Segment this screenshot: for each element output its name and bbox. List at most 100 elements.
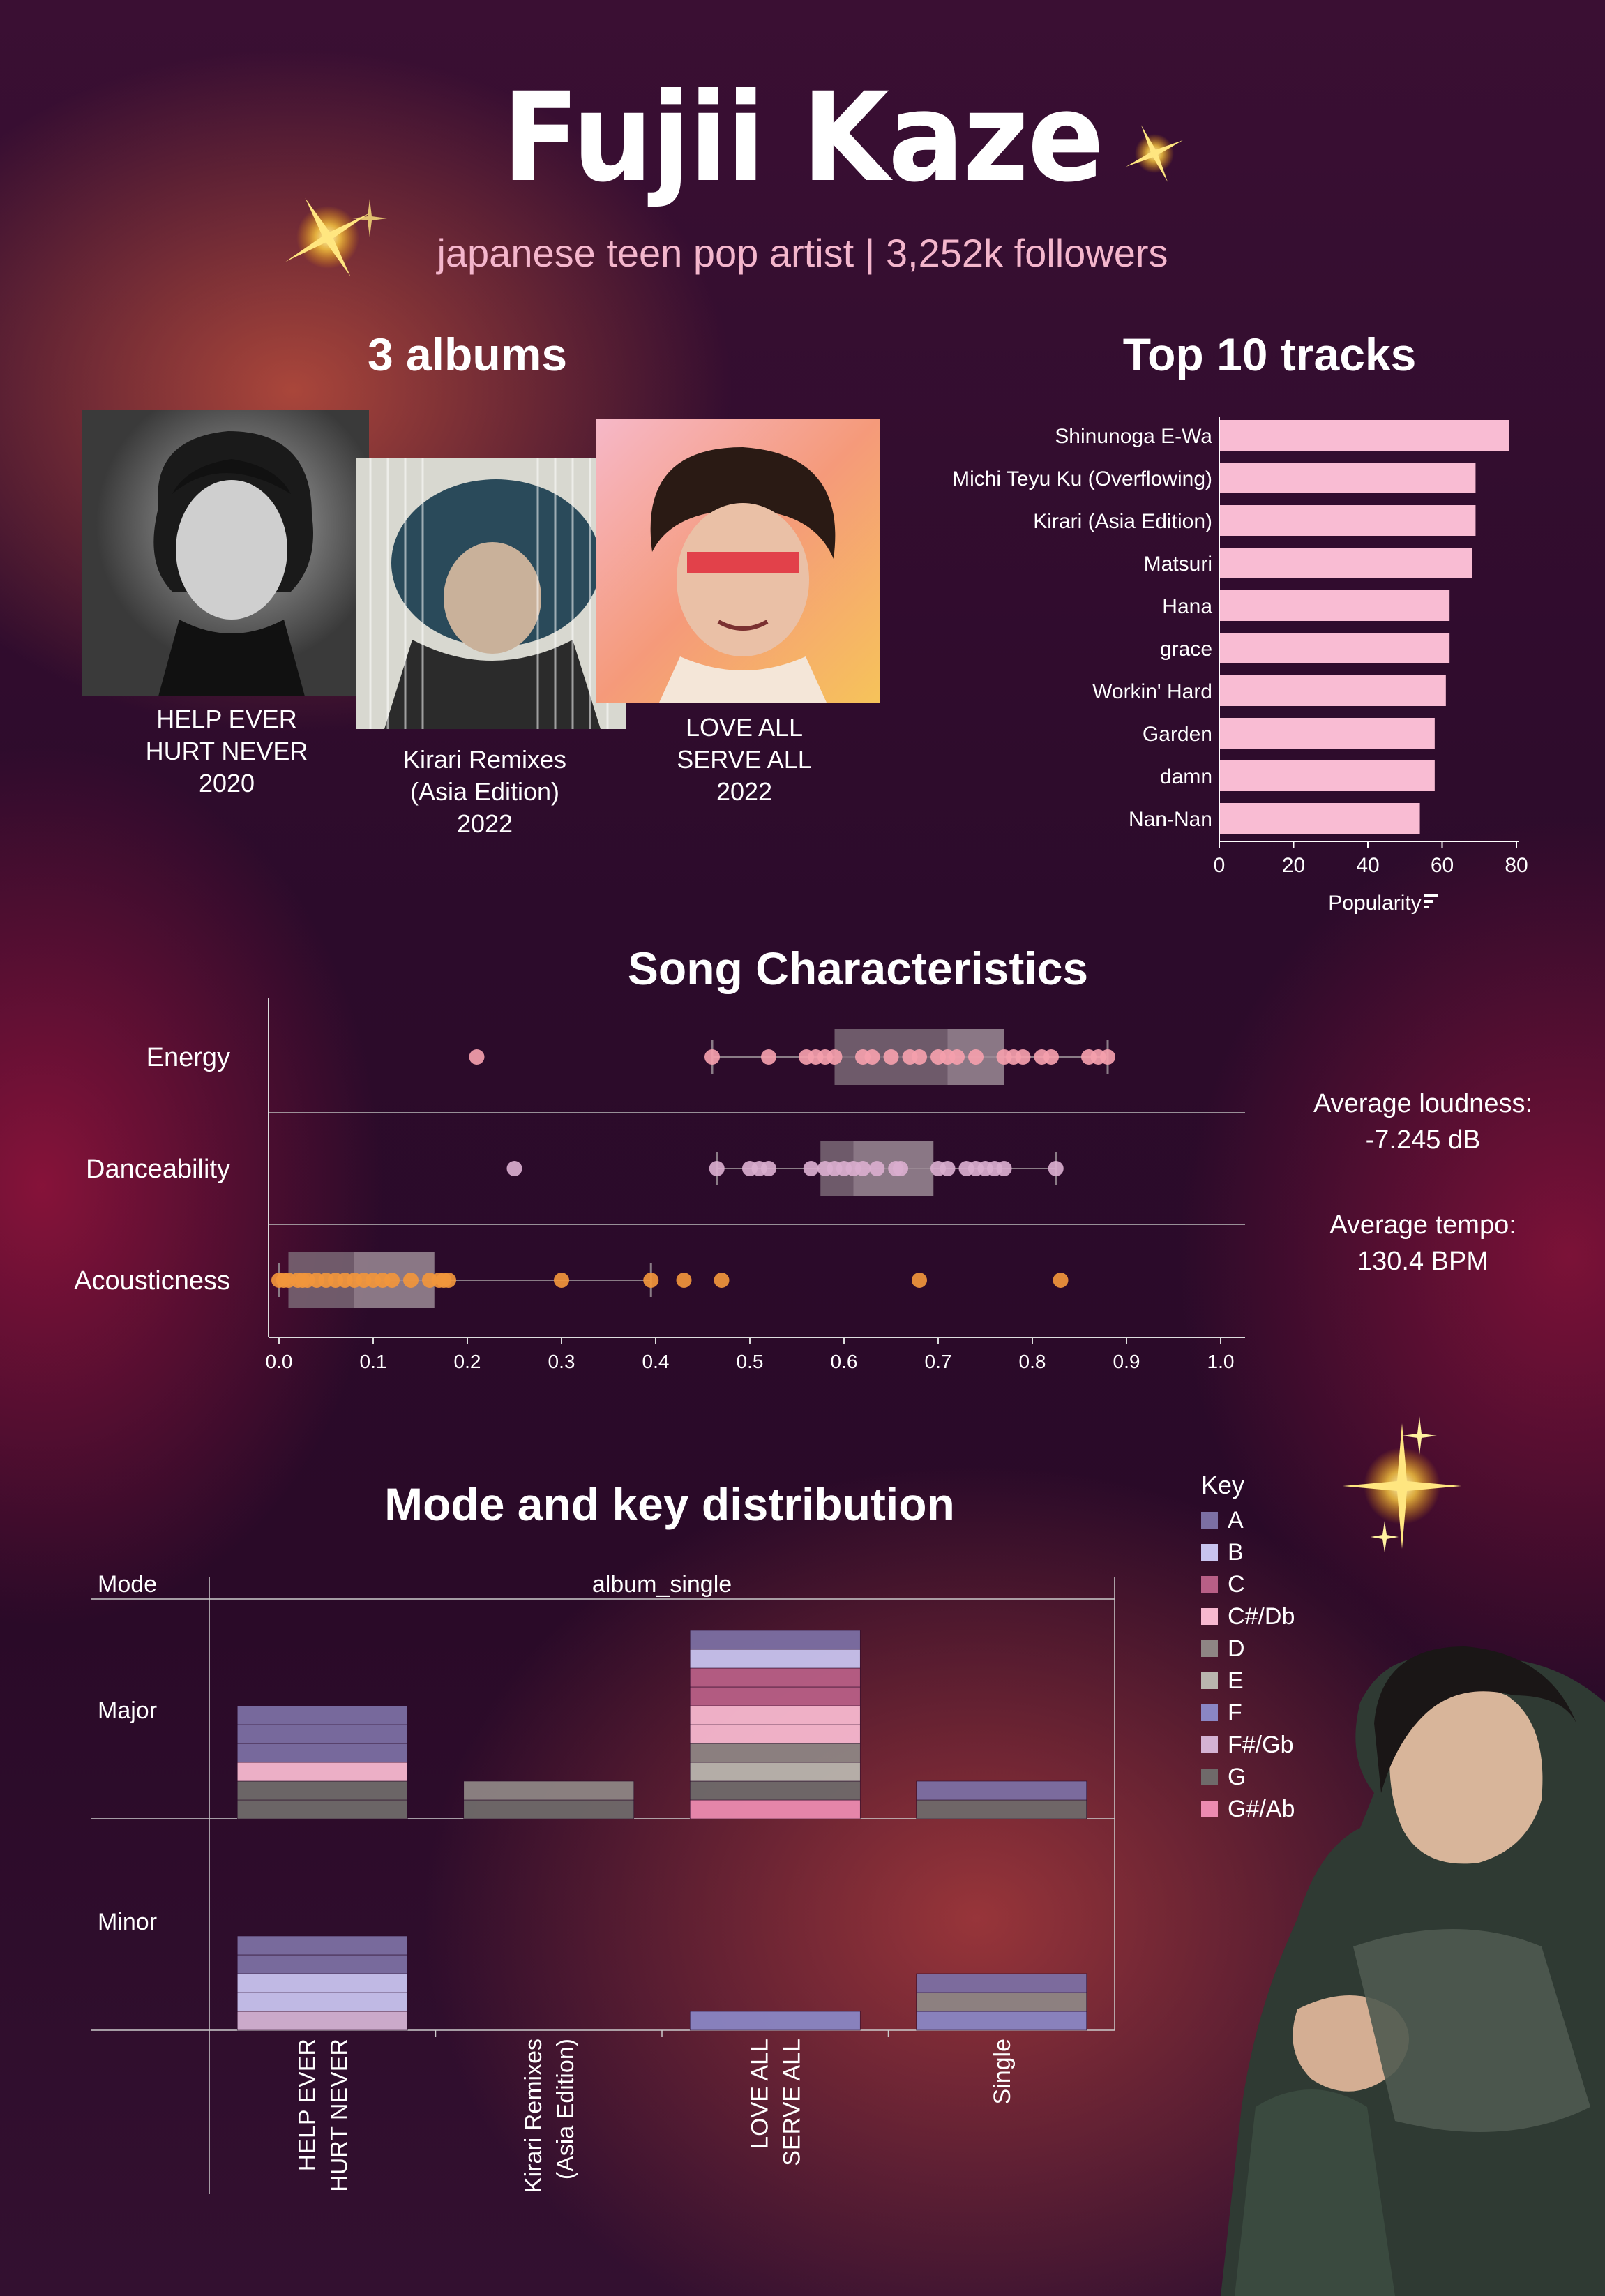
- data-point: [676, 1273, 692, 1288]
- sparkle-icon: [1126, 125, 1183, 182]
- legend-swatch: [1201, 1544, 1218, 1561]
- data-point: [1053, 1273, 1069, 1288]
- x-tick-label: 1.0: [1207, 1351, 1235, 1372]
- track-label: Garden: [1143, 723, 1212, 746]
- x-tick-label: 80: [1505, 854, 1528, 877]
- series-label: Energy: [146, 1043, 230, 1072]
- legend-swatch: [1201, 1672, 1218, 1689]
- album-cover-kirari-remixes[interactable]: [356, 458, 626, 729]
- x-tick-label: Single: [989, 2039, 1016, 2105]
- page-title: Fujii Kaze: [502, 66, 1104, 209]
- legend-swatch: [1201, 1769, 1218, 1785]
- data-point: [384, 1273, 400, 1288]
- x-tick-label: SERVE ALL: [778, 2039, 805, 2166]
- track-label: Nan-Nan: [1129, 808, 1212, 831]
- x-tick-label: 0.8: [1019, 1351, 1046, 1372]
- key-segment: [916, 1780, 1087, 1801]
- row-label: Major: [98, 1697, 157, 1724]
- data-point: [709, 1161, 725, 1176]
- key-segment: [689, 1743, 861, 1763]
- song-characteristics-chart: Energy Danceability Acousticness 0.0 0.1 0.2 0…: [74, 998, 1245, 1372]
- data-point: [554, 1273, 569, 1288]
- top-tracks-title: Top 10 tracks: [1122, 329, 1417, 380]
- x-tick-label: 0.3: [548, 1351, 575, 1372]
- legend-item: C#/Db: [1201, 1600, 1295, 1633]
- characteristics-title: Song Characteristics: [627, 943, 1089, 994]
- track-bar: [1219, 420, 1509, 451]
- sort-icon-bar: [1424, 894, 1438, 897]
- data-point: [864, 1049, 880, 1065]
- legend-label: G#/Ab: [1228, 1795, 1295, 1822]
- x-tick-label: HURT NEVER: [326, 2039, 352, 2192]
- key-segment: [689, 1705, 861, 1725]
- key-segment: [689, 2011, 861, 2031]
- data-point: [883, 1049, 899, 1065]
- key-segment: [236, 2011, 408, 2031]
- data-point: [996, 1161, 1012, 1176]
- legend-item: F: [1201, 1697, 1295, 1729]
- data-point: [912, 1049, 927, 1065]
- x-tick-label: 0.2: [454, 1351, 481, 1372]
- track-bar: [1219, 505, 1476, 536]
- key-segment: [689, 1686, 861, 1706]
- key-segment: [689, 1724, 861, 1744]
- track-label: damn: [1160, 765, 1212, 788]
- data-point: [869, 1161, 885, 1176]
- top-tracks-chart: Shinunoga E-Wa Michi Teyu Ku (Overflowing…: [952, 417, 1528, 915]
- sort-icon: [1424, 894, 1438, 908]
- data-point: [469, 1049, 485, 1065]
- legend-item: B: [1201, 1536, 1295, 1568]
- data-point: [940, 1161, 956, 1176]
- average-tempo: Average tempo: 130.4 BPM: [1329, 1210, 1516, 1276]
- legend-item: G#/Ab: [1201, 1793, 1295, 1825]
- legend-label: A: [1228, 1506, 1244, 1533]
- track-bar: [1219, 463, 1476, 493]
- legend-title: Key: [1201, 1471, 1245, 1499]
- album-cover-help-ever-hurt-never[interactable]: [82, 410, 369, 696]
- x-axis-label: Popularity: [1328, 892, 1421, 915]
- albums-title: 3 albums: [367, 329, 568, 380]
- key-segment: [236, 1780, 408, 1801]
- album-caption: HELP EVER HURT NEVER 2020: [145, 705, 308, 797]
- album-cover-love-all-serve-all[interactable]: [596, 419, 880, 703]
- track-label: Shinunoga E-Wa: [1055, 425, 1212, 448]
- key-segment: [689, 1649, 861, 1669]
- column-header: album_single: [592, 1571, 732, 1598]
- x-tick-label: 0.1: [360, 1351, 387, 1372]
- page-subtitle: japanese teen pop artist | 3,252k follow…: [437, 231, 1168, 275]
- legend-item: C: [1201, 1568, 1295, 1600]
- x-tick-label: 0.7: [925, 1351, 952, 1372]
- legend-label: F#/Gb: [1228, 1731, 1294, 1758]
- album-caption: Kirari Remixes (Asia Edition) 2022: [402, 745, 567, 838]
- mode-key-chart: Mode album_single Major Minor HELP EVER HURT …: [91, 1571, 1115, 2194]
- legend-swatch: [1201, 1512, 1218, 1529]
- track-bar: [1219, 590, 1450, 621]
- key-segment: [236, 1762, 408, 1782]
- track-label: grace: [1160, 638, 1212, 661]
- track-bar: [1219, 548, 1472, 578]
- key-segment: [916, 1992, 1087, 2012]
- x-tick-label: 0.6: [831, 1351, 858, 1372]
- data-point: [1048, 1161, 1064, 1176]
- track-label: Michi Teyu Ku (Overflowing): [952, 467, 1212, 490]
- key-segment: [463, 1780, 635, 1801]
- legend-item: A: [1201, 1504, 1295, 1536]
- data-point: [704, 1049, 720, 1065]
- x-tick-label: 40: [1356, 854, 1379, 877]
- key-segment: [463, 1799, 635, 1819]
- data-point: [893, 1161, 908, 1176]
- x-tick-label: 60: [1431, 854, 1454, 877]
- key-segment: [689, 1667, 861, 1688]
- track-label: Kirari (Asia Edition): [1033, 510, 1212, 533]
- data-point: [643, 1273, 659, 1288]
- key-segment: [236, 1743, 408, 1763]
- data-point: [761, 1161, 776, 1176]
- key-segment: [689, 1799, 861, 1819]
- mode-key-title: Mode and key distribution: [384, 1478, 955, 1530]
- key-segment: [916, 1799, 1087, 1819]
- data-point: [1043, 1049, 1059, 1065]
- legend-label: C#/Db: [1228, 1603, 1295, 1630]
- key-legend: Key A B C C#/Db D E F F#/Gb G G#/Ab: [1201, 1471, 1295, 1825]
- legend-label: E: [1228, 1667, 1244, 1694]
- legend-swatch: [1201, 1704, 1218, 1721]
